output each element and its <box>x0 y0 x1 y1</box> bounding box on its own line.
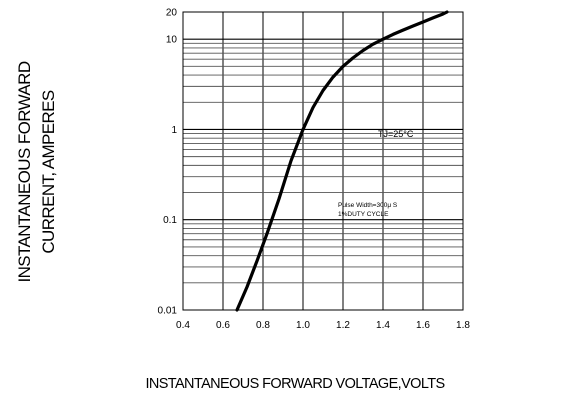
x-tick-label: 1.8 <box>456 320 470 331</box>
x-tick-labels: 0.4 0.6 0.8 1.0 1.2 1.4 1.6 1.8 <box>176 320 470 331</box>
plot-frame <box>182 11 464 311</box>
y-tick-label: 20 <box>166 8 178 19</box>
duty-cycle-annotation: 1%DUTY CYCLE <box>338 211 389 218</box>
x-tick-label: 1.6 <box>416 320 430 331</box>
grid <box>182 11 464 311</box>
x-tick-label: 1.4 <box>376 320 390 331</box>
x-tick-label: 1.2 <box>336 320 350 331</box>
x-tick-label: 1.0 <box>296 320 310 331</box>
forward-current-curve <box>235 10 449 312</box>
pulse-width-annotation: Pulse Width=300μ S <box>338 202 398 209</box>
y-tick-label: 10 <box>166 35 178 46</box>
x-axis-title: INSTANTANEOUS FORWARD VOLTAGE,VOLTS <box>145 376 444 392</box>
y-tick-label: 1 <box>171 125 177 136</box>
y-tick-labels: 20 10 1 0.1 0.01 <box>158 8 178 317</box>
y-axis-title-line2: CURRENT, AMPERES <box>39 90 58 254</box>
x-tick-label: 0.8 <box>256 320 270 331</box>
series <box>235 10 449 312</box>
y-tick-label: 0.01 <box>158 306 178 317</box>
y-axis-title-line1: INSTANTANEOUS FORWARD <box>15 61 34 282</box>
temperature-annotation: TJ=25°C <box>378 129 414 139</box>
x-tick-label: 0.6 <box>216 320 230 331</box>
y-tick-label: 0.1 <box>163 215 177 226</box>
x-tick-label: 0.4 <box>176 320 190 331</box>
